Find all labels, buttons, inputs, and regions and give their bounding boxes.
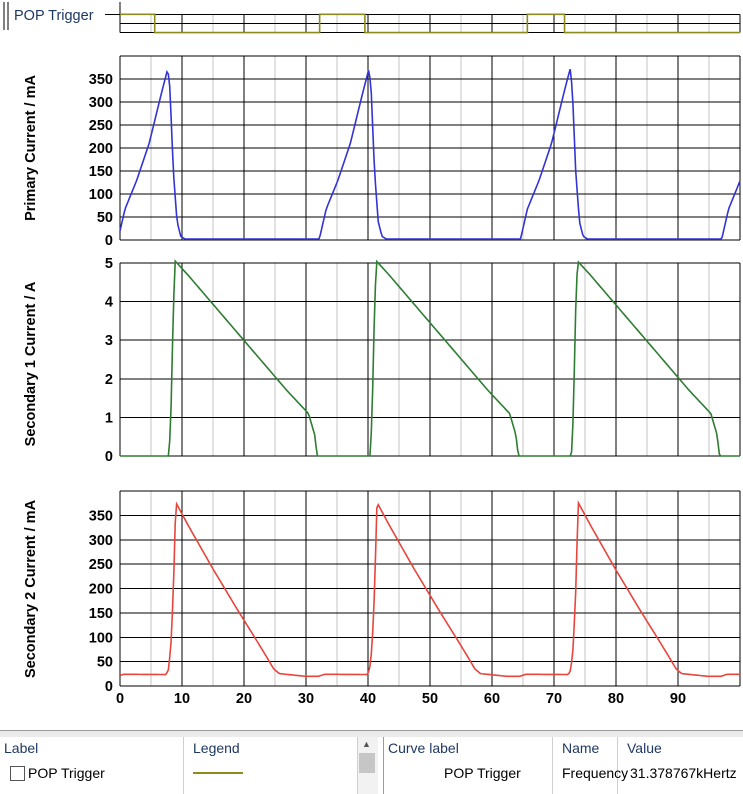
svg-text:4: 4 bbox=[105, 295, 113, 311]
svg-text:30: 30 bbox=[298, 691, 314, 707]
svg-text:50: 50 bbox=[422, 691, 438, 707]
svg-text:40: 40 bbox=[360, 691, 376, 707]
svg-text:100: 100 bbox=[89, 187, 113, 203]
svg-text:150: 150 bbox=[89, 606, 113, 622]
svg-text:POP Trigger: POP Trigger bbox=[14, 8, 94, 24]
svg-text:90: 90 bbox=[670, 691, 686, 707]
svg-text:350: 350 bbox=[89, 72, 113, 88]
svg-text:10: 10 bbox=[174, 691, 190, 707]
svg-text:5: 5 bbox=[105, 256, 113, 272]
svg-text:300: 300 bbox=[89, 95, 113, 111]
svg-text:60: 60 bbox=[484, 691, 500, 707]
svg-text:70: 70 bbox=[546, 691, 562, 707]
svg-text:50: 50 bbox=[97, 655, 113, 671]
svg-text:1: 1 bbox=[105, 410, 113, 426]
svg-text:0: 0 bbox=[105, 449, 113, 465]
svg-text:50: 50 bbox=[97, 210, 113, 226]
svg-text:Secondary 1 Current / A: Secondary 1 Current / A bbox=[23, 281, 39, 446]
svg-text:0: 0 bbox=[116, 691, 124, 707]
svg-text:0: 0 bbox=[105, 233, 113, 249]
svg-text:200: 200 bbox=[89, 582, 113, 598]
svg-text:150: 150 bbox=[89, 164, 113, 180]
svg-text:250: 250 bbox=[89, 557, 113, 573]
svg-text:200: 200 bbox=[89, 141, 113, 157]
svg-text:0: 0 bbox=[105, 679, 113, 695]
svg-text:250: 250 bbox=[89, 118, 113, 134]
svg-text:80: 80 bbox=[608, 691, 624, 707]
svg-text:350: 350 bbox=[89, 508, 113, 524]
svg-text:Primary Current / mA: Primary Current / mA bbox=[23, 75, 39, 221]
svg-text:3: 3 bbox=[105, 333, 113, 349]
svg-text:Secondary 2 Current / mA: Secondary 2 Current / mA bbox=[23, 499, 39, 678]
svg-text:100: 100 bbox=[89, 630, 113, 646]
svg-text:20: 20 bbox=[236, 691, 252, 707]
svg-text:2: 2 bbox=[105, 372, 113, 388]
svg-text:300: 300 bbox=[89, 533, 113, 549]
